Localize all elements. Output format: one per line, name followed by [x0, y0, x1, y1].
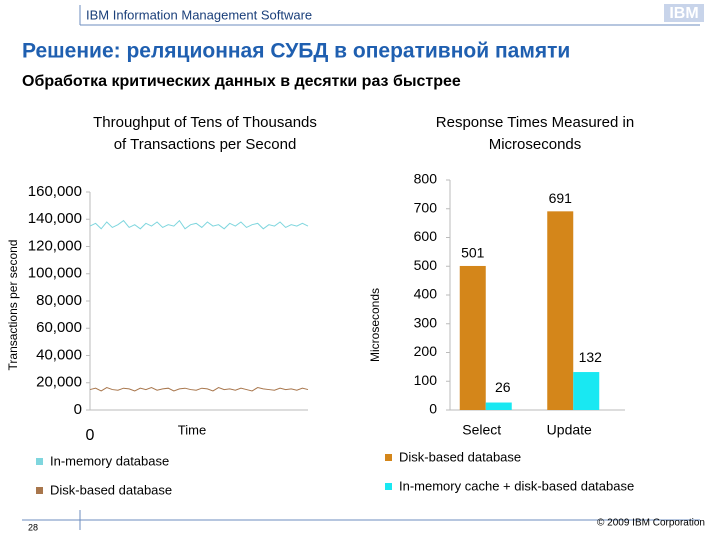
legend-label: Disk-based database	[50, 482, 172, 497]
y-tick-label: 800	[414, 171, 438, 187]
y-tick-label: 40,000	[36, 346, 82, 363]
legend-swatch	[385, 483, 392, 490]
x-tick-label: 0	[86, 427, 95, 444]
legend-label: In-memory cache + disk-based database	[399, 478, 634, 493]
y-tick-label: 300	[414, 314, 438, 330]
value-label: 691	[549, 190, 573, 206]
y-tick-label: 200	[414, 343, 438, 359]
bar	[459, 265, 486, 410]
y-tick-label: 20,000	[36, 374, 82, 391]
left-axis-labels: 0 20,000 40,000 60,000 80,000 100,000 120,000 1…	[28, 183, 82, 418]
y-tick-label: 140,000	[28, 210, 82, 227]
chart-title: of Transactions per Second	[114, 136, 297, 153]
series-line	[89, 219, 309, 230]
y-tick-label: 500	[414, 257, 438, 273]
y-tick-label: 160,000	[28, 183, 82, 200]
legend-swatch	[36, 458, 43, 465]
subtitle: Обработка критических данных в десятки р…	[22, 73, 461, 90]
y-tick-label: 60,000	[36, 319, 82, 336]
x-axis-label: Time	[178, 422, 206, 437]
y-tick-label: 80,000	[36, 292, 82, 309]
y-tick-label: 0	[429, 401, 437, 417]
y-tick-label: 100	[414, 372, 438, 388]
title: Решение: реляционная СУБД в оперативной …	[22, 40, 570, 63]
value-label: 26	[495, 379, 511, 395]
copyright: © 2009 IBM Corporation	[597, 518, 705, 529]
legend-label: Disk-based database	[399, 449, 521, 464]
bar	[547, 211, 574, 410]
y-tick-label: 400	[414, 286, 438, 302]
x-tick-label: Update	[547, 422, 592, 438]
series-line	[89, 386, 309, 392]
page-number: 28	[28, 522, 38, 532]
bar	[485, 402, 512, 410]
y-axis-label: Microseconds	[368, 288, 382, 362]
legend-swatch	[385, 454, 392, 461]
value-label: 501	[461, 245, 485, 261]
logo: IBM	[669, 5, 698, 22]
legend-swatch	[36, 487, 43, 494]
legend-label: In-memory database	[50, 453, 169, 468]
brand: IBM Information Management Software	[86, 7, 312, 22]
bar	[573, 372, 600, 410]
chart-title: Response Times Measured in	[436, 114, 634, 131]
y-tick-label: 700	[414, 199, 438, 215]
y-tick-label: 0	[74, 401, 82, 418]
y-tick-label: 600	[414, 228, 438, 244]
logo-box	[664, 4, 704, 22]
y-tick-label: 120,000	[28, 237, 82, 254]
x-tick-label: Select	[462, 422, 501, 438]
chart-title: Throughput of Tens of Thousands	[93, 114, 317, 131]
y-tick-label: 100,000	[28, 265, 82, 282]
chart-title: Microseconds	[489, 136, 582, 153]
y-axis-label: Transactions per second	[6, 240, 20, 371]
value-label: 132	[579, 349, 603, 365]
